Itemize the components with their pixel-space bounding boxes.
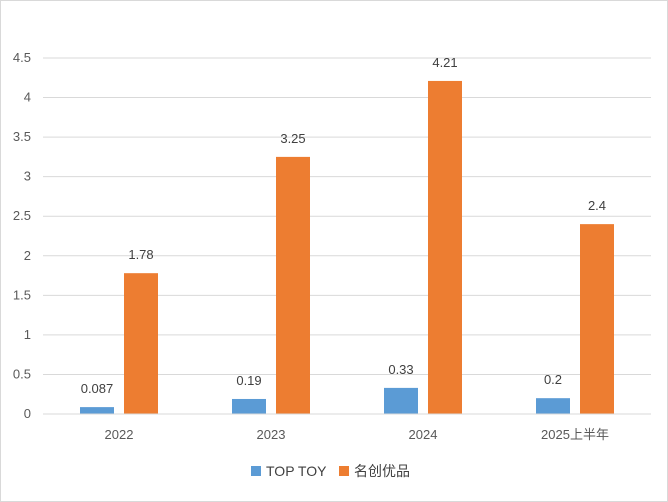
data-label: 4.21	[432, 55, 457, 70]
legend-swatch	[251, 466, 261, 476]
data-label: 0.19	[236, 373, 261, 388]
y-tick-label: 4	[24, 90, 31, 105]
bar-miniso-3	[580, 224, 614, 414]
x-tick-label: 2022	[105, 427, 134, 442]
y-tick-label: 4.5	[13, 50, 31, 65]
x-tick-label: 2024	[409, 427, 438, 442]
bar-toptoy-1	[232, 398, 266, 414]
y-tick-label: 1	[24, 327, 31, 342]
x-tick-label: 2023	[257, 427, 286, 442]
legend-label: 名创优品	[354, 463, 410, 479]
data-label: 2.4	[588, 198, 606, 213]
x-tick-label: 2025上半年	[541, 427, 609, 442]
y-tick-label: 2.5	[13, 208, 31, 223]
legend-label: TOP TOY	[266, 463, 327, 479]
data-label: 3.25	[280, 131, 305, 146]
x-axis-ticks: 2022 2023 2024 2025上半年	[105, 427, 609, 442]
bar-toptoy-0	[80, 407, 114, 414]
data-label: 1.78	[128, 247, 153, 262]
legend: TOP TOY 名创优品	[251, 463, 410, 479]
bar-miniso-0	[124, 273, 158, 414]
data-label: 0.2	[544, 372, 562, 387]
legend-swatch	[339, 466, 349, 476]
y-tick-label: 1.5	[13, 287, 31, 302]
y-tick-label: 2	[24, 248, 31, 263]
bar-miniso-2	[428, 80, 462, 414]
y-tick-label: 3.5	[13, 129, 31, 144]
data-label: 0.087	[81, 381, 114, 396]
y-axis-ticks: 0 0.5 1 1.5 2 2.5 3 3.5 4 4.5	[13, 50, 31, 421]
y-tick-label: 3	[24, 169, 31, 184]
bar-toptoy-2	[384, 387, 418, 414]
y-tick-label: 0.5	[13, 366, 31, 381]
data-label: 0.33	[388, 362, 413, 377]
bar-miniso-1	[276, 156, 310, 414]
bars	[80, 80, 614, 414]
data-labels: 0.087 1.78 0.19 3.25 0.33 4.21 0.2 2.4	[81, 55, 606, 396]
bar-toptoy-3	[536, 398, 570, 414]
y-tick-label: 0	[24, 406, 31, 421]
